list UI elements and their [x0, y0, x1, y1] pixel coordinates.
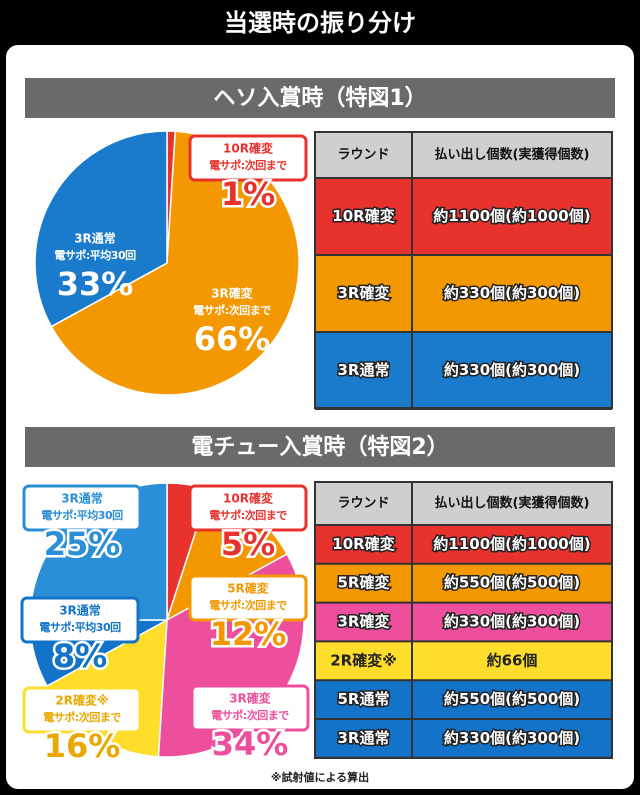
slice-percent: 5%	[221, 525, 275, 563]
table-cell: 5R確変	[338, 574, 390, 592]
slice-note: 電サポ:次回まで	[193, 303, 271, 317]
table-cell: 3R通常	[338, 361, 390, 379]
slice-label: 3R確変	[211, 286, 254, 301]
slice-note: 電サポ:平均30回	[54, 248, 136, 262]
table-cell: 約1100個(約1000個)	[433, 535, 590, 553]
label-box	[22, 686, 142, 734]
slice-label: 2R確変※	[55, 693, 108, 708]
table-cell: 約330個(約300個)	[444, 613, 580, 631]
slice-percent: 16%	[44, 727, 121, 765]
table-cell: 5R通常	[338, 690, 390, 708]
label-box	[188, 574, 308, 622]
slice-label: 3R通常	[61, 491, 103, 506]
table-cell: 10R確変	[332, 207, 394, 225]
table-header-cell: 払い出し個数(実獲得個数)	[435, 495, 590, 511]
section-header	[25, 427, 615, 467]
slice-note: 電サポ:次回まで	[211, 708, 289, 722]
slice-percent: 12%	[210, 615, 287, 653]
pie-slice	[34, 130, 168, 328]
slice-label: 3R確変	[229, 691, 272, 706]
table-row	[315, 332, 612, 409]
slice-percent: 25%	[44, 525, 121, 563]
slice-percent: 1%	[221, 175, 275, 213]
table-cell: 10R確変	[332, 535, 394, 553]
slice-label: 3R通常	[74, 231, 116, 246]
slice-note: 電サポ:次回まで	[43, 710, 121, 724]
section-title: ヘソ入賞時（特図1）	[213, 85, 426, 111]
label-box	[188, 484, 308, 532]
table-cell: 2R確変※	[330, 651, 397, 669]
table-header-cell: ラウンド	[337, 496, 389, 511]
table-row	[315, 719, 612, 758]
label-box	[188, 134, 308, 182]
table-cell: 約330個(約300個)	[444, 361, 580, 379]
slice-percent: 8%	[53, 637, 107, 675]
slice-note: 電サポ:次回まで	[209, 158, 287, 172]
table-cell: 約330個(約300個)	[444, 729, 580, 747]
label-box	[190, 684, 310, 732]
slice-label: 3R通常	[59, 603, 101, 618]
slice-percent: 66%	[194, 320, 271, 358]
table-row	[315, 602, 612, 642]
slice-percent: 33%	[57, 265, 134, 303]
table-cell: 3R通常	[338, 729, 390, 747]
table-header	[315, 132, 612, 178]
slice-label: 5R確変	[227, 581, 270, 596]
table-header-cell: ラウンド	[337, 148, 389, 163]
table-cell: 3R確変	[338, 284, 390, 302]
slice-label: 10R確変	[223, 491, 274, 506]
table-cell: 約1100個(約1000個)	[433, 207, 590, 225]
table-cell: 約66個	[487, 651, 538, 669]
footnote: ※試射値による算出	[271, 770, 369, 784]
table-row	[315, 641, 612, 681]
section-title: 電チュー入賞時（特図2）	[191, 434, 448, 460]
table-cell: 約550個(約500個)	[444, 574, 580, 592]
table-header-cell: 払い出し個数(実獲得個数)	[435, 147, 590, 163]
table-row	[315, 680, 612, 719]
main-title: 当選時の振り分け	[224, 9, 416, 37]
slice-note: 電サポ:平均30回	[41, 508, 123, 522]
slice-percent: 34%	[212, 725, 289, 763]
table-row	[315, 525, 612, 564]
table-cell: 約550個(約500個)	[444, 690, 580, 708]
table-cell: 3R確変	[338, 613, 390, 631]
slice-note: 電サポ:次回まで	[209, 508, 287, 522]
table-row	[315, 178, 612, 255]
slice-note: 電サポ:次回まで	[209, 598, 287, 612]
section-header	[25, 78, 615, 118]
table-cell: 約330個(約300個)	[444, 284, 580, 302]
table-row	[315, 255, 612, 332]
slice-label: 10R確変	[223, 141, 274, 156]
label-box	[20, 596, 140, 644]
table-header	[315, 482, 612, 525]
label-box	[22, 484, 142, 532]
slice-note: 電サポ:平均30回	[39, 620, 121, 634]
table-row	[315, 563, 612, 603]
